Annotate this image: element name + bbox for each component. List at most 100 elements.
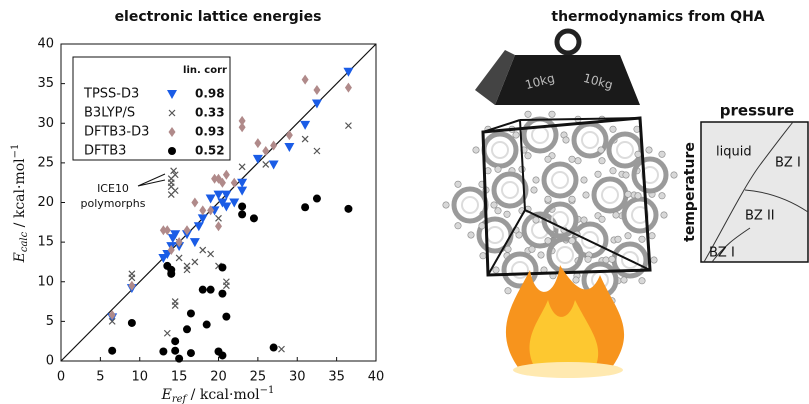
marker-cross <box>168 109 176 117</box>
legend-label: DFTB3-D3 <box>84 125 149 140</box>
marker-triangle <box>237 178 248 188</box>
atom <box>624 190 632 198</box>
phase-region: BZ I <box>709 246 735 261</box>
molecule-ring <box>486 226 504 244</box>
marker-diamond <box>128 280 136 291</box>
marker-cross <box>262 161 270 168</box>
x-tick-label: 20 <box>210 370 227 385</box>
molecule <box>501 251 539 289</box>
marker-diamond <box>344 82 352 93</box>
marker-triangle <box>205 194 216 204</box>
molecule-ring <box>616 141 634 159</box>
label-unit: / kcal·mol <box>186 387 260 403</box>
atom <box>634 192 642 200</box>
atom <box>568 195 576 203</box>
marker-cross <box>108 317 116 325</box>
marker-cross <box>170 167 178 175</box>
legend-title: lin. corr <box>183 65 227 76</box>
atom <box>530 186 538 194</box>
molecule-ring <box>491 141 509 159</box>
y-tick-label: 5 <box>46 314 54 329</box>
marker-triangle <box>343 67 354 77</box>
weight: 10kg 10kg <box>475 28 640 105</box>
marker-cross <box>345 122 352 130</box>
marker-circle <box>269 343 278 352</box>
marker-diamond <box>207 205 215 216</box>
marker-cross <box>128 270 136 278</box>
molecule-ring <box>511 261 529 279</box>
atom <box>609 167 617 175</box>
marker-circle <box>168 147 176 155</box>
label-sup: −1 <box>10 144 21 159</box>
marker-cross <box>207 250 215 258</box>
marker-diamond <box>108 310 116 321</box>
molecule-ring <box>531 126 549 144</box>
y-tick-label: 20 <box>37 195 54 210</box>
atom <box>494 207 502 215</box>
marker-triangle <box>197 214 208 224</box>
marker-triangle <box>300 120 311 130</box>
marker-circle <box>344 204 353 213</box>
marker-circle <box>167 269 176 278</box>
atom <box>609 125 617 133</box>
atom <box>528 245 536 253</box>
marker-diamond <box>163 225 171 236</box>
atom <box>532 176 540 184</box>
atom <box>454 222 462 230</box>
molecule <box>571 121 609 159</box>
atom <box>580 216 588 224</box>
atom <box>442 201 450 209</box>
marker-circle <box>222 312 231 321</box>
atom <box>503 210 511 218</box>
molecule <box>591 176 629 214</box>
annotation: polymorphs <box>81 197 146 210</box>
label-sub: ref <box>172 394 189 404</box>
y-axis-label: Ecalc / kcal·mol−1 <box>10 144 30 264</box>
marker-diamond <box>218 177 226 188</box>
marker-triangle <box>167 90 177 99</box>
marker-circle <box>171 346 180 355</box>
y-tick-label: 40 <box>37 37 54 52</box>
atom <box>524 152 532 160</box>
molecule-ring <box>551 211 569 229</box>
molecule-ring <box>641 166 659 184</box>
marker-circle <box>238 202 247 211</box>
atom <box>622 171 630 179</box>
y-tick-label: 10 <box>37 274 54 289</box>
molecule-ring <box>621 251 639 269</box>
marker-circle <box>202 320 211 329</box>
marker-cross <box>238 163 246 171</box>
marker-triangle <box>193 222 204 232</box>
marker-circle <box>127 318 136 327</box>
x-tick-label: 10 <box>131 370 148 385</box>
atom <box>598 157 606 165</box>
marker-cross <box>278 345 285 353</box>
marker-circle <box>108 346 117 355</box>
atom <box>544 237 552 245</box>
molecule-ring <box>551 171 569 189</box>
atom <box>494 165 502 173</box>
marker-circle <box>218 289 227 298</box>
atom <box>490 201 498 209</box>
y-tick-label: 35 <box>37 76 54 91</box>
atom <box>568 155 576 163</box>
marker-diamond <box>238 115 246 126</box>
legend-corr: 0.52 <box>195 144 225 158</box>
y-tick-label: 15 <box>37 235 54 250</box>
legend-label: TPSS-D3 <box>83 87 139 102</box>
marker-diamond <box>167 245 175 256</box>
label-unit: / kcal·mol <box>12 158 28 232</box>
x-tick-label: 35 <box>328 370 345 385</box>
atom <box>670 171 678 179</box>
y-tick-label: 25 <box>37 155 54 170</box>
marker-circle <box>198 285 207 294</box>
marker-triangle <box>213 190 224 200</box>
molecule-ring <box>631 206 649 224</box>
illustration-title: thermodynamics from QHA <box>551 9 764 25</box>
phase-region: BZ II <box>745 209 775 224</box>
x-axis-label: Eref / kcal·mol−1 <box>161 385 275 404</box>
atom <box>467 231 475 239</box>
molecule-ring <box>461 196 479 214</box>
marker-diamond <box>301 74 309 85</box>
